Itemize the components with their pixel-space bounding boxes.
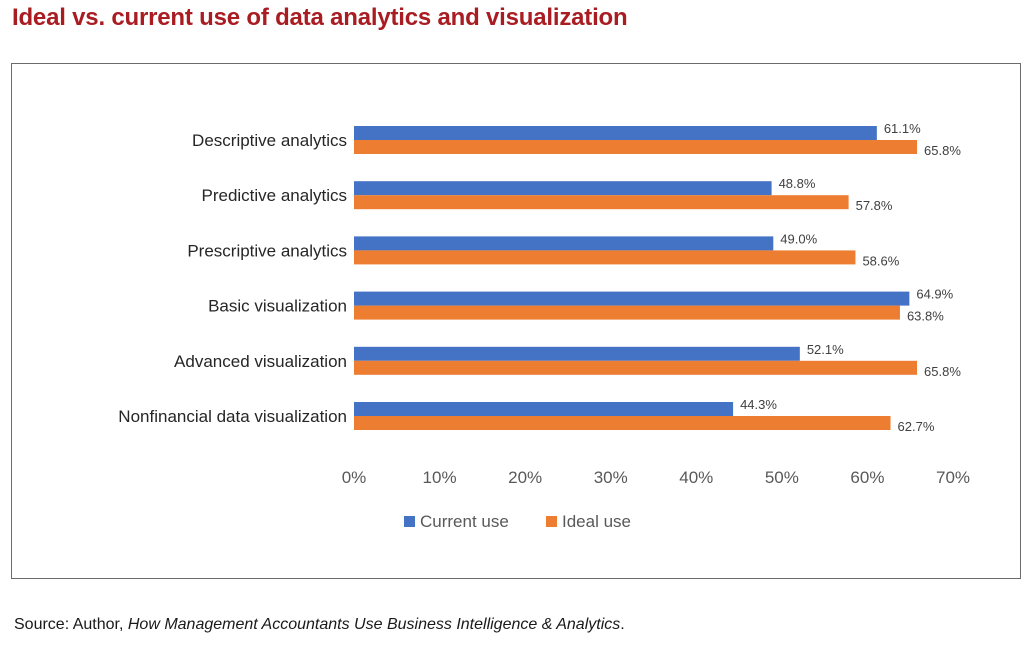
category-label: Predictive analytics [201,186,347,205]
legend-swatch-ideal [546,516,557,527]
x-tick-label: 70% [936,468,970,487]
x-tick-label: 10% [423,468,457,487]
x-tick-label: 40% [679,468,713,487]
category-label: Prescriptive analytics [187,241,347,260]
x-tick-label: 0% [342,468,367,487]
current-use-bar [354,346,800,361]
bar-chart: Descriptive analytics61.1%65.8%Predictiv… [118,121,970,531]
data-label: 44.3% [740,397,777,412]
source-suffix: . [620,616,625,633]
current-use-bar [354,236,774,251]
x-tick-label: 50% [765,468,799,487]
current-use-bar [354,402,734,416]
data-label: 58.6% [862,253,899,268]
legend-swatch-current [404,516,415,527]
data-label: 64.9% [916,287,953,302]
category-label: Advanced visualization [174,352,347,371]
x-tick-label: 30% [594,468,628,487]
current-use-bar [354,291,910,306]
legend-label-current: Current use [420,512,509,531]
ideal-use-bar [354,305,900,320]
data-label: 48.8% [779,176,816,191]
x-tick-label: 60% [850,468,884,487]
source-note: Source: Author, How Management Accountan… [14,616,625,634]
ideal-use-bar [354,360,918,375]
chart-title: Ideal vs. current use of data analytics … [12,4,628,31]
ideal-use-bar [354,195,849,210]
data-label: 61.1% [884,121,921,136]
data-label: 63.8% [907,309,944,324]
ideal-use-bar [354,416,891,430]
source-prefix: Source: Author, [14,616,128,633]
data-label: 65.8% [924,364,961,379]
category-label: Nonfinancial data visualization [118,407,347,426]
category-label: Descriptive analytics [192,131,347,150]
source-title: How Management Accountants Use Business … [127,616,621,633]
data-label: 49.0% [780,231,817,246]
data-label: 52.1% [807,342,844,357]
current-use-bar [354,126,877,140]
ideal-use-bar [354,250,856,265]
category-label: Basic visualization [208,297,347,316]
legend-label-ideal: Ideal use [562,512,631,531]
current-use-bar [354,181,772,196]
data-label: 57.8% [856,198,893,213]
ideal-use-bar [354,140,918,154]
data-label: 65.8% [924,143,961,158]
x-tick-label: 20% [508,468,542,487]
chart-frame: Descriptive analytics 61.1% 65.8% Predictiv… [11,63,1021,579]
data-label: 62.7% [898,419,935,434]
